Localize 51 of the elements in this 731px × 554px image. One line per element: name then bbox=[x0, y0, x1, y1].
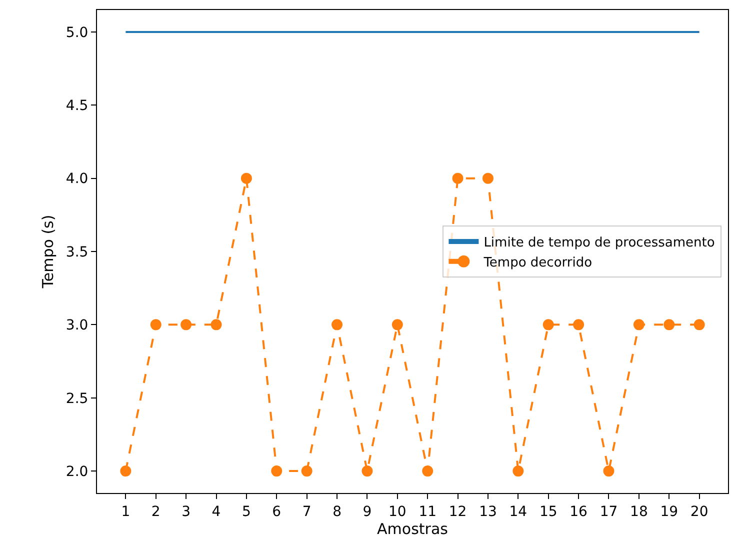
x-tick-label: 13 bbox=[479, 504, 497, 520]
point bbox=[180, 319, 192, 330]
x-tick-label: 7 bbox=[302, 504, 312, 520]
point bbox=[362, 466, 373, 477]
point bbox=[512, 466, 524, 477]
point bbox=[633, 319, 644, 330]
x-tick-label: 4 bbox=[212, 504, 221, 520]
y-tick-label: 3.0 bbox=[66, 318, 88, 334]
x-tick-label: 6 bbox=[272, 504, 282, 520]
y-tick-label: 5.0 bbox=[66, 24, 88, 41]
point bbox=[542, 319, 554, 330]
point bbox=[240, 172, 252, 184]
y-tick-label: 3.5 bbox=[66, 244, 88, 260]
x-tick-label: 8 bbox=[332, 504, 342, 520]
point bbox=[271, 466, 282, 477]
x-tick-label: 10 bbox=[388, 504, 406, 520]
point bbox=[603, 466, 614, 477]
legend-label: Tempo decorrido bbox=[482, 255, 592, 270]
point bbox=[150, 319, 162, 330]
x-tick-label: 1 bbox=[121, 504, 130, 520]
point bbox=[120, 466, 132, 477]
point bbox=[452, 172, 464, 184]
point bbox=[482, 172, 494, 184]
point bbox=[694, 319, 705, 330]
x-tick-label: 17 bbox=[600, 504, 618, 520]
x-tick-label: 2 bbox=[151, 504, 160, 520]
point bbox=[210, 319, 222, 330]
x-tick-label: 12 bbox=[448, 504, 467, 520]
point bbox=[422, 466, 434, 477]
y-tick-label: 4.5 bbox=[66, 98, 88, 114]
point bbox=[664, 319, 675, 330]
y-tick-label: 2.0 bbox=[66, 464, 88, 480]
x-tick-label: 20 bbox=[690, 504, 708, 520]
y-tick-label: 2.5 bbox=[66, 390, 88, 407]
x-tick-label: 9 bbox=[362, 504, 372, 520]
x-axis-title: Amostras bbox=[377, 520, 448, 538]
y-axis-title: Tempo (s) bbox=[39, 214, 58, 290]
point bbox=[573, 319, 584, 330]
x-tick-label: 11 bbox=[418, 504, 437, 520]
x-tick-label: 5 bbox=[242, 504, 251, 520]
y-tick-label: 4.0 bbox=[66, 171, 88, 188]
point bbox=[301, 466, 312, 477]
x-tick-label: 14 bbox=[509, 504, 528, 520]
x-tick-label: 18 bbox=[630, 504, 648, 520]
x-tick-label: 15 bbox=[539, 504, 558, 520]
point bbox=[332, 319, 343, 330]
x-tick-label: 16 bbox=[570, 504, 588, 520]
legend-label: Limite de tempo de processamento bbox=[484, 236, 715, 251]
point bbox=[392, 319, 403, 330]
x-tick-label: 3 bbox=[182, 504, 191, 520]
x-tick-label: 19 bbox=[660, 504, 678, 520]
